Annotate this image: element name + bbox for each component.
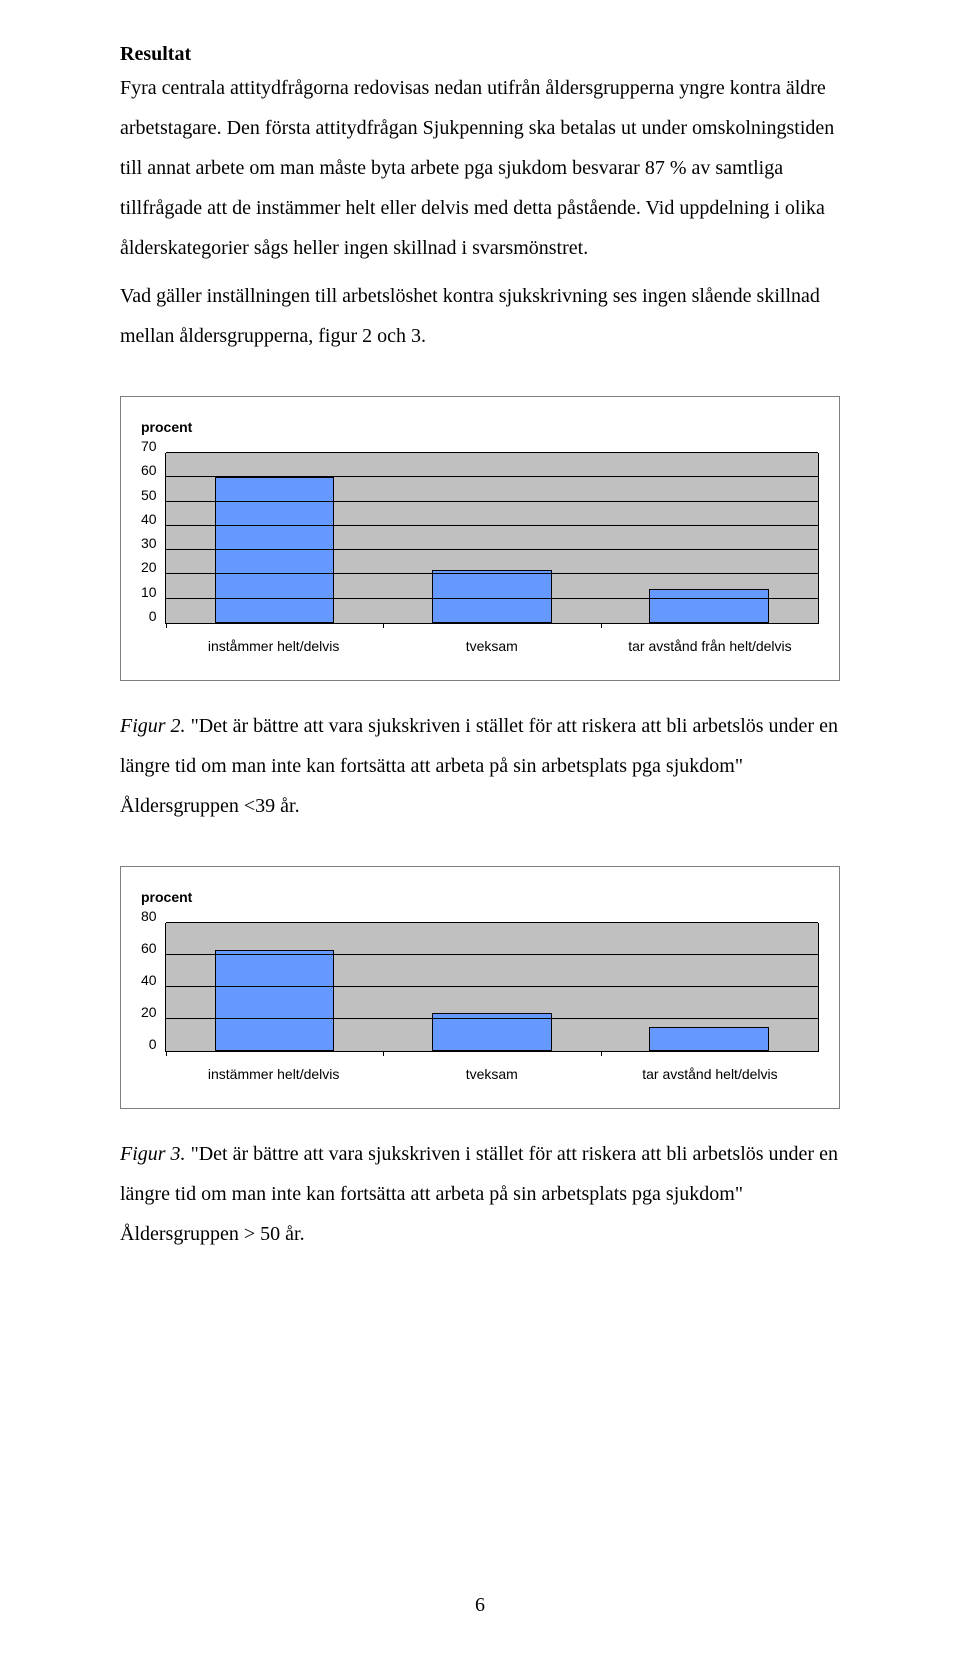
figure-3-label: Figur 3. <box>120 1143 186 1165</box>
bar <box>432 570 552 623</box>
paragraph-lead: Vad gäller inställningen till arbetslösh… <box>120 276 840 356</box>
bar-slot <box>383 923 600 1051</box>
x-label: tar avstånd helt/delvis <box>601 1060 819 1088</box>
chart1-title: procent <box>141 413 819 441</box>
x-label: tveksam <box>383 632 601 660</box>
chart1-y-axis: 706050403020100 <box>141 453 165 623</box>
bar <box>649 1027 769 1051</box>
chart-figur-2: procent 706050403020100 inståmmer helt/d… <box>120 396 840 681</box>
chart1-plot-wrap: inståmmer helt/delvistveksamtar avstånd … <box>165 453 819 660</box>
heading-resultat: Resultat <box>120 40 840 68</box>
figure-2-caption: Figur 2. "Det är bättre att vara sjukskr… <box>120 706 840 826</box>
figure-3-caption: Figur 3. "Det är bättre att vara sjukskr… <box>120 1134 840 1254</box>
gridline <box>166 573 818 574</box>
figure-2-text: "Det är bättre att vara sjukskriven i st… <box>120 715 838 817</box>
gridline <box>166 922 818 923</box>
chart1-body: 706050403020100 inståmmer helt/delvistve… <box>141 453 819 660</box>
gridline <box>166 598 818 599</box>
x-label: tveksam <box>383 1060 601 1088</box>
gridline <box>166 525 818 526</box>
gridline <box>166 986 818 987</box>
chart2-x-axis: instämmer helt/delvistveksamtar avstånd … <box>165 1060 819 1088</box>
bar <box>215 950 335 1051</box>
gridline <box>166 452 818 453</box>
page: Resultat Fyra centrala attitydfrågorna r… <box>0 0 960 1655</box>
chart2-body: 806040200 instämmer helt/delvistveksamta… <box>141 923 819 1088</box>
chart2-title: procent <box>141 883 819 911</box>
gridline <box>166 549 818 550</box>
bar-slot <box>601 923 818 1051</box>
gridline <box>166 1018 818 1019</box>
chart-figur-3: procent 806040200 instämmer helt/delvist… <box>120 866 840 1109</box>
chart2-y-axis: 806040200 <box>141 923 165 1051</box>
chart2-plot-area <box>165 923 819 1052</box>
chart2-bars <box>166 923 818 1051</box>
figure-3-text: "Det är bättre att vara sjukskriven i st… <box>120 1143 838 1245</box>
bar <box>649 589 769 623</box>
x-label: tar avstånd från helt/delvis <box>601 632 819 660</box>
gridline <box>166 476 818 477</box>
chart1-x-axis: inståmmer helt/delvistveksamtar avstånd … <box>165 632 819 660</box>
chart2-plot-wrap: instämmer helt/delvistveksamtar avstånd … <box>165 923 819 1088</box>
chart1-plot-area <box>165 453 819 624</box>
paragraph-intro: Fyra centrala attitydfrågorna redovisas … <box>120 68 840 268</box>
gridline <box>166 954 818 955</box>
page-number: 6 <box>0 1585 960 1625</box>
bar-slot <box>166 923 383 1051</box>
figure-2-label: Figur 2. <box>120 715 186 737</box>
x-label: instämmer helt/delvis <box>165 1060 383 1088</box>
x-label: inståmmer helt/delvis <box>165 632 383 660</box>
gridline <box>166 501 818 502</box>
